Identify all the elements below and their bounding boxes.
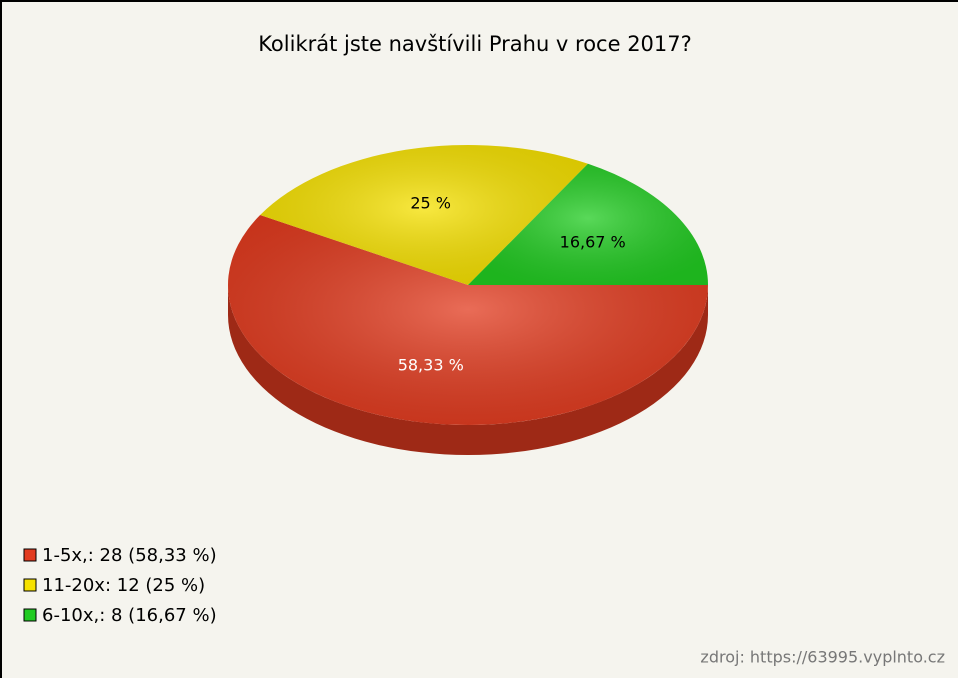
data-label: 58,33 %	[398, 356, 464, 375]
slice-side	[228, 285, 708, 455]
slice-shade	[228, 215, 708, 425]
data-label: 25 %	[410, 193, 451, 212]
pie: 58,33 % 25 % 16,67 %	[228, 145, 708, 455]
legend: 1-5x,: 28 (58,33 %) 11-20x: 12 (25 %) 6-10…	[23, 545, 217, 626]
slice-shade	[468, 163, 708, 285]
chart-title: Kolikrát jste navštívili Prahu v roce 20…	[258, 32, 692, 56]
legend-label: 11-20x: 12 (25 %)	[42, 575, 205, 596]
source: zdroj: https://63995.vyplnto.cz	[700, 648, 945, 667]
legend-swatch	[23, 548, 37, 562]
legend-swatch	[23, 578, 37, 592]
data-label: 16,67 %	[560, 232, 626, 251]
slice-shade	[260, 145, 588, 285]
legend-swatch	[23, 608, 37, 622]
legend-label: 6-10x,: 8 (16,67 %)	[42, 605, 217, 626]
legend-label: 1-5x,: 28 (58,33 %)	[42, 545, 217, 566]
